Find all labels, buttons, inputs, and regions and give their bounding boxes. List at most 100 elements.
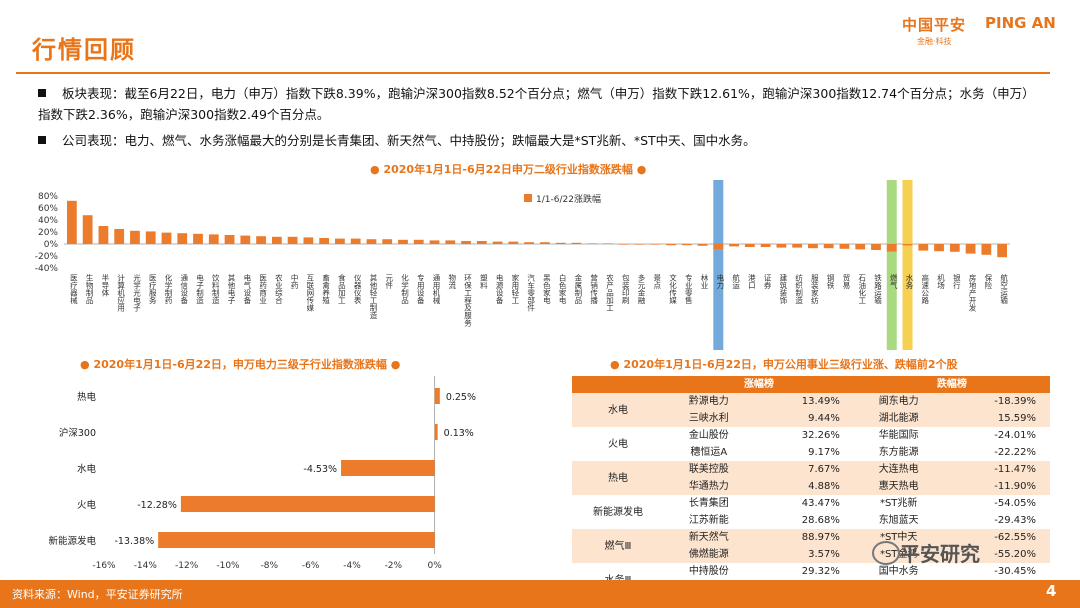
industry-chart-title: ● 2020年1月1日-6月22日申万二级行业指数涨跌幅 ● xyxy=(370,161,646,177)
highlight-band xyxy=(713,180,724,350)
sector-cell: 热电 xyxy=(608,472,628,484)
bar xyxy=(413,239,424,244)
bar xyxy=(130,230,140,244)
loser-value: 15.59% xyxy=(997,413,1036,424)
loser-name: 湖北能源 xyxy=(878,413,919,424)
table-row: 新能源发电 长青集团 43.47% *ST兆新 -54.05% xyxy=(572,495,1050,518)
y-tick-label: 60% xyxy=(38,204,58,214)
bar xyxy=(965,244,976,254)
bar xyxy=(461,241,471,244)
x-tick-label: 石油化工 xyxy=(857,274,866,305)
bar xyxy=(82,215,93,244)
title-dot: ● xyxy=(610,358,620,371)
loser-value: -30.45% xyxy=(994,566,1036,577)
x-tick-label: 农业综合 xyxy=(274,273,283,306)
gainer-name: 金山股份 xyxy=(688,430,729,441)
bar xyxy=(776,244,787,248)
loser-value: -55.20% xyxy=(994,549,1036,560)
x-tick-label: 环保工程及服务 xyxy=(463,274,472,328)
category-label: 水电 xyxy=(77,463,97,475)
bar xyxy=(114,229,125,244)
bar xyxy=(158,532,435,548)
x-tick-label: 电力 xyxy=(716,273,725,291)
x-tick-label: -16% xyxy=(92,561,116,571)
source-note: 资料来源：Wind，平安证券研究所 xyxy=(12,588,183,601)
loser-value: -29.43% xyxy=(994,515,1036,526)
x-tick-label: 计算机应用 xyxy=(116,273,125,313)
industry-bar-chart: 80% 60% 40% 20% 0% -20% -40% 医疗器械 生物制品 半导体 计算机应用 光学… xyxy=(35,180,1010,350)
y-tick-label: 0% xyxy=(44,240,59,250)
bar xyxy=(161,232,172,244)
title-text: 2020年1月1日-6月22日，申万电力三级子行业指数涨跌幅 xyxy=(93,358,387,371)
bar xyxy=(224,235,235,244)
bar xyxy=(839,244,850,249)
x-tick-label: 生物制品 xyxy=(85,273,94,306)
header-cell xyxy=(572,376,664,393)
sector-cell: 燃气Ⅲ xyxy=(604,540,632,552)
header-divider xyxy=(16,72,1050,74)
title-dot: ● xyxy=(370,163,380,176)
bar xyxy=(145,231,156,244)
bar xyxy=(398,239,408,244)
bar xyxy=(445,240,456,244)
x-tick-label: 电子制造 xyxy=(195,273,204,306)
bullet-text: 公司表现：电力、燃气、水务涨幅最大的分别是长青集团、新天然气、中持股份；跌幅最大… xyxy=(62,133,756,148)
loser-name: *ST兆新 xyxy=(879,498,918,509)
x-tick-label: 燃气 xyxy=(889,273,898,290)
table-row: 水电 黔源电力 13.49% 闽东电力 -18.39% xyxy=(572,393,1050,416)
bullet-company-performance: 公司表现：电力、燃气、水务涨幅最大的分别是长青集团、新天然气、中持股份；跌幅最大… xyxy=(38,130,1038,151)
loser-value: -18.39% xyxy=(994,396,1036,407)
gainer-value: 29.32% xyxy=(801,566,840,577)
x-tick-label: 仪器仪表 xyxy=(353,274,362,305)
title-text: 2020年1月1日-6月22日申万二级行业指数涨跌幅 xyxy=(383,163,633,176)
bar xyxy=(208,234,219,244)
table-row: 热电 联美控股 7.67% 大连热电 -11.47% xyxy=(572,461,1050,484)
x-tick-label: 通信设备 xyxy=(180,273,189,306)
x-tick-label: 化学制品 xyxy=(400,273,409,306)
bar xyxy=(760,244,771,247)
watermark-text: 平安研究 xyxy=(900,542,980,566)
gainer-name: 穗恒运A xyxy=(690,447,728,458)
bar xyxy=(335,238,345,244)
category-label: 沪深300 xyxy=(59,427,96,439)
bar xyxy=(256,236,266,244)
gainer-name: 三峡水利 xyxy=(688,413,729,424)
x-tick-label: 文化传媒 xyxy=(668,273,677,306)
gainer-value: 43.47% xyxy=(801,498,840,509)
x-tick-label: 其他轻工制造 xyxy=(369,274,378,321)
loser-name: 国中水务 xyxy=(878,566,919,577)
x-tick-label: 航空运输 xyxy=(999,273,1008,306)
bar xyxy=(287,236,298,244)
loser-name: *ST中天 xyxy=(879,532,918,543)
x-tick-label: 多元金融 xyxy=(637,273,646,306)
table-row: 穗恒运A 9.17% 东方能源 -22.22% xyxy=(572,444,1050,461)
x-tick-label: -10% xyxy=(216,561,240,571)
gainer-value: 28.68% xyxy=(801,515,840,526)
x-tick-label: 农产品加工 xyxy=(605,273,614,312)
loser-name: 华能国际 xyxy=(878,430,919,441)
bar xyxy=(429,240,440,244)
x-tick-label: 化学制药 xyxy=(164,273,173,306)
page-number: 4 xyxy=(1046,582,1057,600)
table-row: 三峡水利 9.44% 湖北能源 15.59% xyxy=(572,410,1050,427)
x-tick-label: 互联网传媒 xyxy=(306,274,315,313)
bar xyxy=(98,226,109,244)
x-tick-label: 元件 xyxy=(384,274,393,291)
gainer-value: 9.44% xyxy=(808,413,840,424)
x-tick-label: 畜禽养殖 xyxy=(321,273,330,306)
table-header-row: 涨幅榜 跌幅榜 xyxy=(572,376,1050,393)
bar xyxy=(823,244,834,249)
x-tick-label: 饮料制造 xyxy=(211,273,220,306)
gainer-name: 新天然气 xyxy=(688,532,729,543)
sector-cell: 新能源发电 xyxy=(593,506,643,518)
category-label: 热电 xyxy=(77,391,97,403)
bar xyxy=(177,233,188,244)
bar xyxy=(949,244,960,252)
gainer-name: 联美控股 xyxy=(688,464,729,475)
logo-text-cn: 中国平安 xyxy=(902,16,967,34)
table-row: 燃气Ⅲ 新天然气 88.97% *ST中天 -62.55% xyxy=(572,529,1050,552)
sector-cell: 火电 xyxy=(608,438,628,450)
loser-name: 闽东电力 xyxy=(878,396,919,407)
bar xyxy=(341,460,435,476)
gainer-name: 黔源电力 xyxy=(688,396,729,407)
